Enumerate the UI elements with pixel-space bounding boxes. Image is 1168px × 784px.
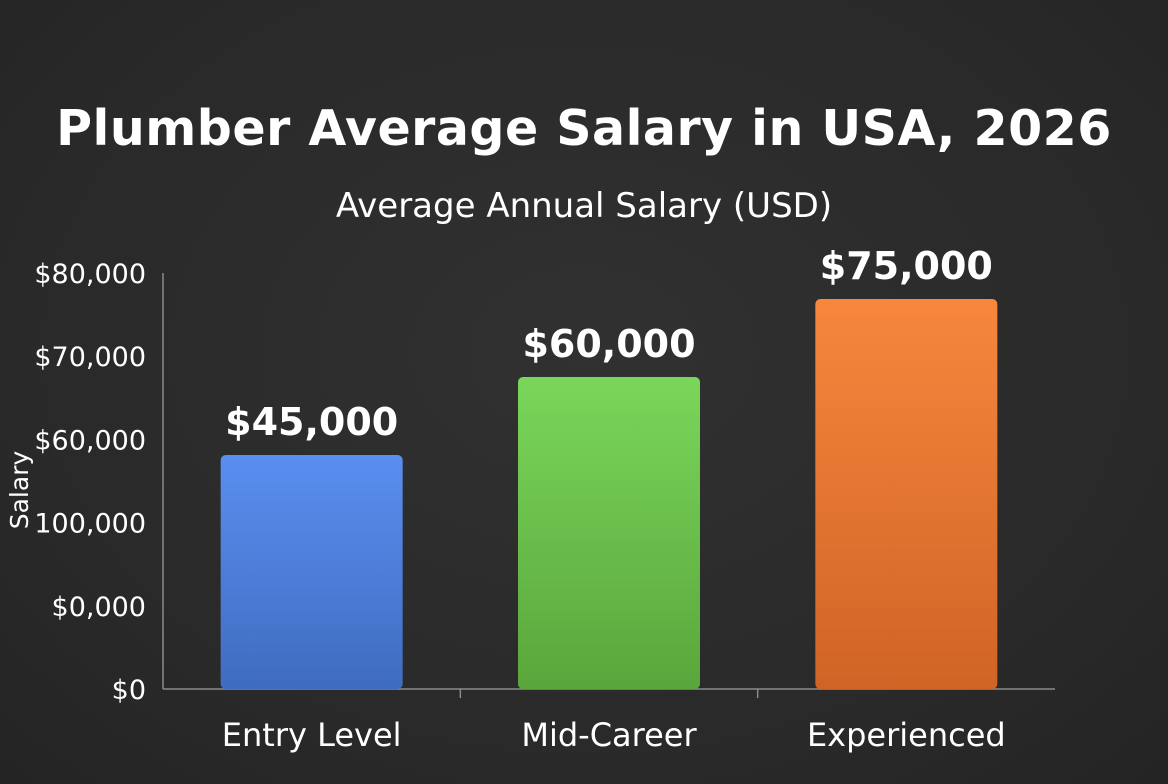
y-tick-label: $0,000 bbox=[52, 592, 146, 623]
y-axis-title: Salary bbox=[5, 451, 34, 530]
y-tick-label: $70,000 bbox=[34, 342, 146, 373]
x-tick-label: Experienced bbox=[807, 716, 1006, 754]
y-tick-label: $60,000 bbox=[34, 425, 146, 456]
x-tick-label: Entry Level bbox=[222, 716, 402, 754]
data-label: $75,000 bbox=[820, 244, 993, 288]
chart-title: Plumber Average Salary in USA, 2026 bbox=[56, 100, 1112, 157]
bar-mid-career bbox=[518, 377, 700, 689]
y-tick-label: 100,000 bbox=[34, 509, 146, 540]
data-label: $60,000 bbox=[522, 322, 695, 366]
bar-entry-level bbox=[220, 455, 403, 689]
chart-subtitle: Average Annual Salary (USD) bbox=[335, 186, 833, 226]
data-label: $45,000 bbox=[225, 400, 398, 444]
y-tick-label: $0 bbox=[112, 675, 146, 706]
x-tick-label: Mid-Career bbox=[521, 716, 697, 754]
bar-experienced bbox=[815, 299, 998, 689]
y-tick-label: $80,000 bbox=[34, 259, 146, 290]
